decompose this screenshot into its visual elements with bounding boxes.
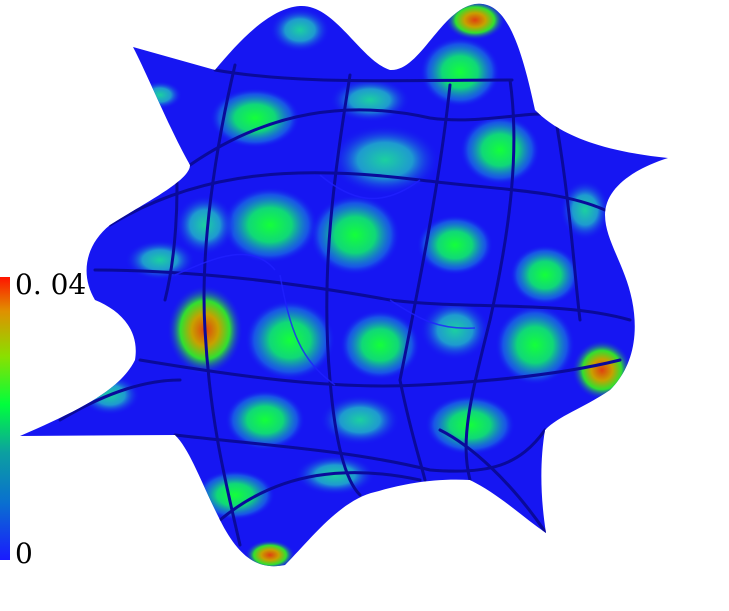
colorbar-gradient [0, 277, 10, 560]
colorbar-max-label: 0. 04 [15, 268, 87, 301]
colorbar-min-label: 0 [15, 537, 33, 570]
